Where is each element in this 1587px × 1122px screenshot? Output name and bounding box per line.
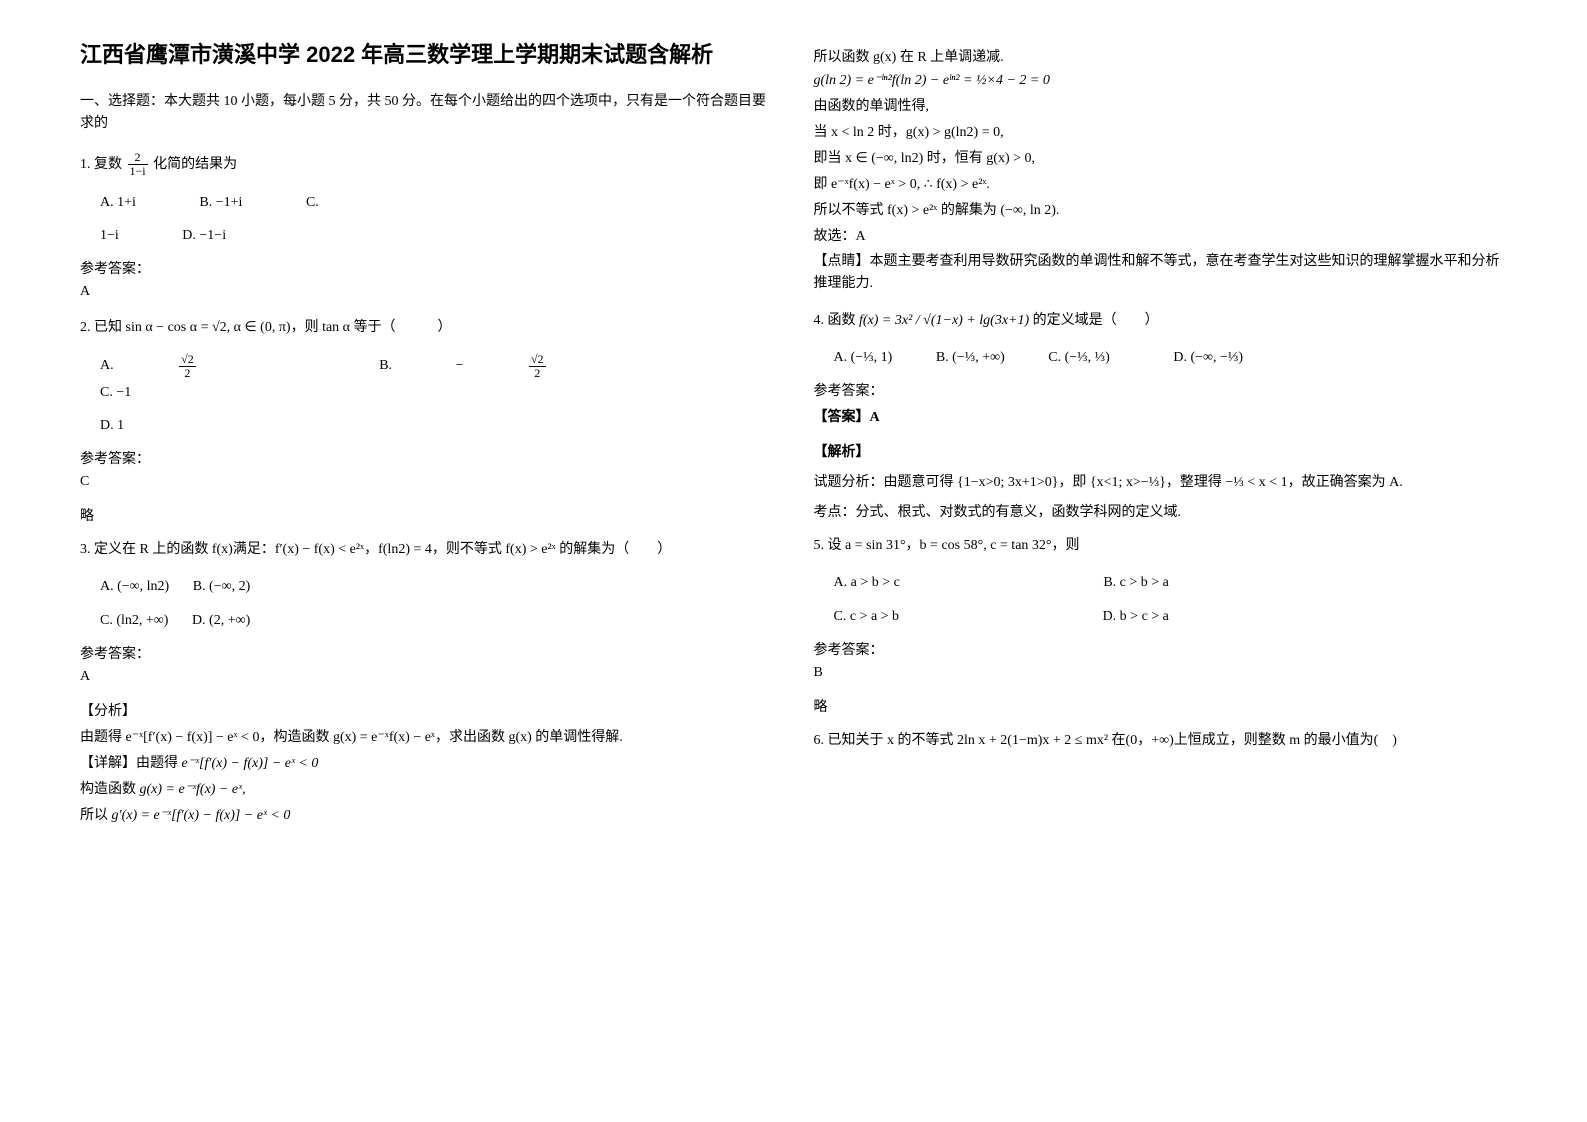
q4-optC: C. (−⅓, ⅓) [1048, 345, 1110, 370]
q4-options: A. (−⅓, 1) B. (−⅓, +∞) C. (−⅓, ⅓) D. (−∞… [834, 345, 1508, 370]
section-intro: 一、选择题：本大题共 10 小题，每小题 5 分，共 50 分。在每个小题给出的… [80, 91, 774, 136]
r4: 当 x < ln 2 时，g(x) > g(ln2) = 0, [814, 121, 1508, 141]
fraction-numerator: 2 [128, 151, 148, 165]
q3-answer: A [80, 669, 774, 685]
q5-optA: A. a > b > c [834, 570, 900, 595]
r1: 所以函数 g(x) 在 R 上单调递减. [814, 46, 1508, 66]
r3: 由函数的单调性得, [814, 95, 1508, 115]
q4-optB: B. (−⅓, +∞) [936, 345, 1005, 370]
q2-omit: 略 [80, 505, 774, 525]
q4-optD: D. (−∞, −⅓) [1173, 345, 1243, 370]
q1-fraction: 2 1−i [128, 151, 148, 178]
q4-answer: 【答案】A [814, 406, 1508, 426]
q1-optD: D. −1−i [182, 223, 226, 248]
detail-label-text: 【详解】由题得 [80, 756, 178, 771]
optB-prefix: B. [379, 353, 392, 378]
q4-formula: f(x) = 3x² / √(1−x) + lg(3x+1) [859, 313, 1029, 328]
q1-optC2: 1−i [100, 223, 119, 248]
fraction-numerator: √2 [529, 353, 546, 367]
q2-optA-frac: √2 2 [179, 353, 256, 380]
q3-line3: 构造函数 g(x) = e⁻ˣf(x) − eˣ, [80, 778, 774, 798]
question-2: 2. 已知 sin α − cos α = √2, α ∈ (0, π)，则 t… [80, 315, 774, 340]
q3-optB: B. (−∞, 2) [193, 574, 251, 599]
answer-label: 参考答案： [80, 258, 774, 278]
line3-pre: 构造函数 [80, 782, 136, 797]
q1-optC: C. [306, 190, 319, 215]
q5-options-line1: A. a > b > c B. c > b > a [834, 570, 1508, 595]
r7: 所以不等式 f(x) > e²ˣ 的解集为 (−∞, ln 2). [814, 199, 1508, 219]
q3-options-line2: C. (ln2, +∞) D. (2, +∞) [100, 608, 774, 633]
left-column: 江西省鹰潭市潢溪中学 2022 年高三数学理上学期期末试题含解析 一、选择题：本… [60, 40, 794, 1082]
question-6: 6. 已知关于 x 的不等式 2ln x + 2(1−m)x + 2 ≤ mx²… [814, 728, 1508, 753]
q3-options-line1: A. (−∞, ln2) B. (−∞, 2) [100, 574, 774, 599]
q3-detail-label: 【详解】由题得 e⁻ˣ[f′(x) − f(x)] − eˣ < 0 [80, 752, 774, 772]
fraction-denominator: 2 [529, 367, 546, 380]
q1-options: A. 1+i B. −1+i C. [100, 190, 774, 215]
question-3: 3. 定义在 R 上的函数 f(x)满足：f′(x) − f(x) < e²ˣ，… [80, 537, 774, 562]
answer-label: 参考答案： [814, 639, 1508, 659]
answer-label: 参考答案： [814, 380, 1508, 400]
q5-optD: D. b > c > a [1103, 604, 1169, 629]
q3-line1: 由题得 e⁻ˣ[f′(x) − f(x)] − eˣ < 0，构造函数 g(x)… [80, 726, 774, 746]
optA-prefix: A. [100, 353, 114, 378]
answer-label: 参考答案： [80, 448, 774, 468]
answer-label: 参考答案： [80, 643, 774, 663]
optB-neg: − [456, 353, 464, 378]
q1-options-line2: 1−i D. −1−i [100, 223, 774, 248]
q3-optA: A. (−∞, ln2) [100, 574, 169, 599]
r2: g(ln 2) = e⁻ˡⁿ²f(ln 2) − eˡⁿ² = ½×4 − 2 … [814, 72, 1508, 89]
q5-optC: C. c > a > b [834, 604, 900, 629]
q5-answer: B [814, 665, 1508, 681]
q1-answer: A [80, 284, 774, 300]
q2-optD: D. 1 [100, 413, 124, 438]
q4-kaodian: 考点：分式、根式、对数式的有意义，函数学科网的定义域. [814, 501, 1508, 521]
right-column: 所以函数 g(x) 在 R 上单调递减. g(ln 2) = e⁻ˡⁿ²f(ln… [794, 40, 1528, 1082]
q1-optA: A. 1+i [100, 190, 136, 215]
q2-optB-frac: √2 2 [529, 353, 606, 380]
line4-pre: 所以 [80, 808, 108, 823]
q5-optB: B. c > b > a [1103, 570, 1169, 595]
fraction-denominator: 2 [179, 367, 196, 380]
r5: 即当 x ∈ (−∞, ln2) 时，恒有 g(x) > 0, [814, 147, 1508, 167]
q2-options: A. √2 2 B. − √2 2 C. −1 [100, 353, 774, 406]
q3-line2: e⁻ˣ[f′(x) − f(x)] − eˣ < 0 [182, 756, 319, 771]
q4-analysis: 试题分析：由题意可得 {1−x>0; 3x+1>0}，即 {x<1; x>−⅓}… [814, 471, 1508, 491]
q3-optD: D. (2, +∞) [192, 608, 250, 633]
q1-stem-pre: 1. 复数 [80, 156, 122, 171]
r8: 故选：A [814, 225, 1508, 245]
q4-optA: A. (−⅓, 1) [834, 345, 893, 370]
exam-title: 江西省鹰潭市潢溪中学 2022 年高三数学理上学期期末试题含解析 [80, 40, 774, 71]
fraction-numerator: √2 [179, 353, 196, 367]
q2-options-line2: D. 1 [100, 413, 774, 438]
q4-stem-post: 的定义域是（ ） [1033, 313, 1159, 328]
question-5: 5. 设 a = sin 31°，b = cos 58°, c = tan 32… [814, 533, 1508, 558]
q2-answer: C [80, 474, 774, 490]
q1-stem-post: 化简的结果为 [153, 156, 237, 171]
analysis-label: 【分析】 [80, 700, 774, 720]
q2-optA: A. √2 2 [100, 353, 316, 380]
q2-optB: B. − √2 2 [379, 353, 665, 380]
question-4: 4. 函数 f(x) = 3x² / √(1−x) + lg(3x+1) 的定义… [814, 308, 1508, 333]
q4-stem-pre: 4. 函数 [814, 313, 856, 328]
q4-jiexi: 【解析】 [814, 441, 1508, 461]
r9: 【点睛】本题主要考查利用导数研究函数的单调性和解不等式，意在考查学生对这些知识的… [814, 251, 1508, 296]
q3-optC: C. (ln2, +∞) [100, 608, 168, 633]
q5-omit: 略 [814, 696, 1508, 716]
line3-math: g(x) = e⁻ˣf(x) − eˣ [140, 782, 243, 797]
q1-optB: B. −1+i [199, 190, 242, 215]
r6: 即 e⁻ˣf(x) − eˣ > 0, ∴ f(x) > e²ˣ. [814, 173, 1508, 193]
line4-math: g′(x) = e⁻ˣ[f′(x) − f(x)] − eˣ < 0 [112, 808, 291, 823]
question-1: 1. 复数 2 1−i 化简的结果为 [80, 151, 774, 178]
fraction-denominator: 1−i [128, 165, 148, 178]
q2-optC: C. −1 [100, 380, 131, 405]
q3-line4: 所以 g′(x) = e⁻ˣ[f′(x) − f(x)] − eˣ < 0 [80, 804, 774, 824]
q5-options-line2: C. c > a > b D. b > c > a [834, 604, 1508, 629]
